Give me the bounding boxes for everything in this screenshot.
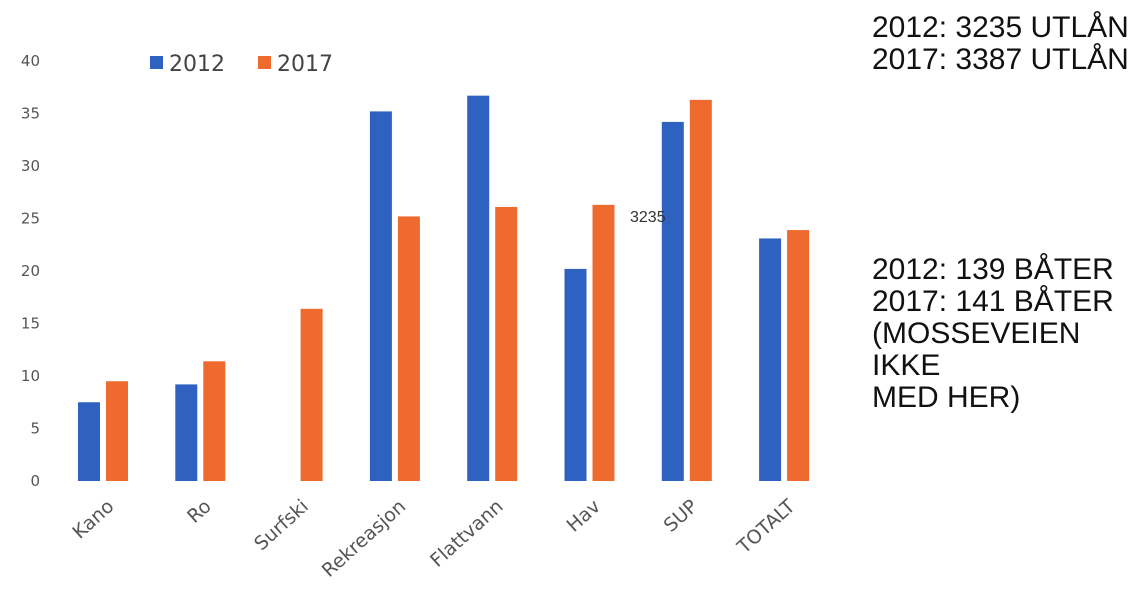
bar-2012-kano [78, 402, 100, 481]
bars [78, 95, 810, 482]
y-tick-label: 5 [30, 420, 40, 438]
bar-2017-surfski [300, 308, 323, 481]
loans-note-line: 2012: 3235 UTLÅN [872, 11, 1129, 44]
y-tick-label: 20 [21, 262, 40, 280]
bar-2012-rekreasjon [369, 111, 392, 482]
x-tick-label: Kano [68, 495, 118, 543]
legend-swatch [258, 56, 271, 69]
bar-2017-hav [592, 204, 615, 481]
y-tick-label: 30 [21, 157, 40, 175]
y-tick-label: 40 [21, 52, 40, 70]
bar-2012-hav [564, 268, 587, 481]
x-tick-label: Ro [183, 495, 216, 527]
x-tick-label: TOTALT [733, 495, 800, 559]
legend-swatch [150, 56, 163, 69]
bar-2017-flattvann [495, 206, 518, 481]
boats-note-line: 2012: 139 BÅTER [872, 253, 1114, 286]
x-tick-label: Flattvann [426, 495, 507, 571]
bar-chart: 0 5 10 15 20 25 30 35 40 Kano Ro Surfski Rekreasjon… [21, 52, 810, 582]
bar-2017-rekreasjon [397, 216, 420, 481]
bar-2017-ro [203, 361, 226, 481]
loans-note: 2012: 3235 UTLÅN 2017: 3387 UTLÅN [872, 12, 1129, 76]
loans-note-line: 2017: 3387 UTLÅN [872, 43, 1129, 76]
x-tick-label: Rekreasjon [318, 495, 410, 581]
y-tick-label: 15 [21, 315, 40, 333]
boats-note-line: (MOSSEVEIEN [872, 317, 1081, 350]
y-tick-label: 25 [21, 210, 40, 228]
y-tick-label: 0 [30, 472, 40, 490]
legend-label: 2017 [277, 52, 333, 77]
y-tick-label: 10 [21, 367, 40, 385]
y-axis: 0 5 10 15 20 25 30 35 40 [21, 52, 40, 490]
boats-note-line: IKKE [872, 349, 941, 382]
y-tick-label: 35 [21, 105, 40, 123]
bar-2012-totalt [759, 238, 782, 481]
bar-2017-totalt [787, 230, 810, 481]
bar-2012-sup [661, 121, 684, 482]
boats-note-line: MED HER) [872, 381, 1021, 414]
legend: 2012 2017 [150, 52, 333, 77]
legend-label: 2012 [169, 52, 225, 77]
bar-2017-kano [106, 381, 128, 481]
bar-2017-sup [689, 99, 712, 481]
boats-note-line: 2017: 141 BÅTER [872, 285, 1114, 318]
boats-note: 2012: 139 BÅTER 2017: 141 BÅTER (MOSSEVE… [872, 254, 1114, 414]
bar-2012-ro [175, 384, 198, 481]
x-tick-label: SUP [660, 495, 703, 536]
chart-annotation: 3235 [630, 209, 666, 226]
x-tick-label: Hav [562, 495, 604, 536]
x-axis: Kano Ro Surfski Rekreasjon Flattvann Hav SUP TO… [68, 495, 799, 582]
bar-2012-flattvann [467, 95, 490, 482]
x-tick-label: Surfski [250, 495, 313, 555]
